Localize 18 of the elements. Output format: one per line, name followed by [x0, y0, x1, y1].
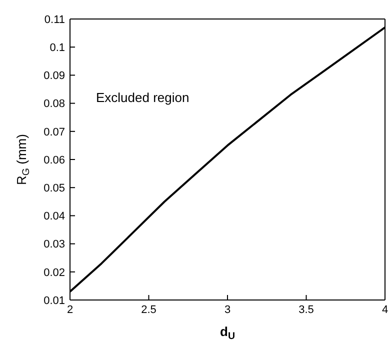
y-tick-label: 0.03: [44, 238, 65, 251]
annotation: Excluded region: [96, 90, 190, 105]
y-tick-label: 0.07: [44, 126, 65, 138]
x-axis-title: d$_{U}$: [220, 324, 235, 342]
x-tick-label: 4: [382, 304, 388, 316]
x-tick-label: 3: [224, 304, 231, 316]
y-tick-label: 0.04: [44, 210, 65, 223]
y-tick-label: 0.01: [44, 294, 65, 307]
y-tick-label: 0.05: [44, 182, 65, 195]
y-tick-label: 0.06: [44, 154, 65, 166]
y-tick-label: 0.09: [44, 70, 65, 82]
x-tick-label: 3.5: [298, 304, 314, 316]
y-tick-label: 0.08: [44, 98, 65, 110]
x-tick-label: 2: [66, 304, 74, 316]
y-tick-label: 0.02: [44, 266, 65, 279]
x-tick-label: 2.5: [141, 304, 156, 316]
y-tick-label: 0.11: [44, 14, 65, 26]
y-tick-label: 0.1: [50, 42, 65, 54]
